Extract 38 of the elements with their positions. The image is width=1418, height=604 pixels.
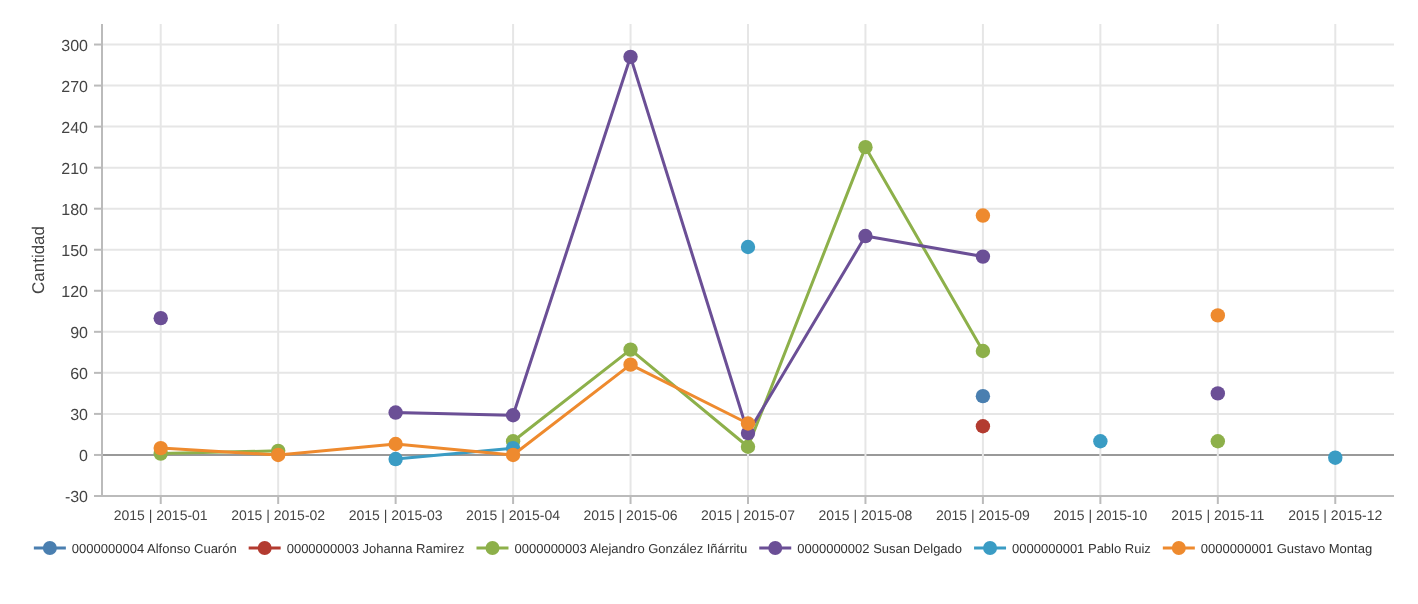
point [153,440,168,456]
y-tick-label: 0 [79,446,90,465]
point [505,447,521,463]
point [388,405,403,420]
point [975,208,991,223]
point [858,228,873,244]
y-tick-label: 240 [61,118,90,137]
point [623,49,638,65]
y-tick-label: 210 [61,159,90,178]
point [623,357,638,372]
y-tick-label: 30 [70,405,90,424]
point [740,239,756,255]
y-tick-label: 60 [70,364,90,383]
y-tick-label: 120 [61,282,90,301]
point [975,249,991,264]
point [858,139,873,155]
point [388,451,403,467]
point [623,342,638,357]
point [975,388,991,404]
point [505,408,521,423]
y-tick-label: 150 [61,241,90,260]
y-axis-title: Cantidad [28,225,48,295]
point [1210,308,1226,323]
point [153,310,168,326]
point [1093,434,1108,449]
point [1328,450,1343,465]
point [740,416,756,431]
y-tick-label: -30 [64,488,90,506]
point [740,439,756,454]
y-tick-label: 300 [61,36,90,55]
point [1210,386,1226,401]
point [975,343,991,359]
point [388,436,403,452]
y-tick-label: 270 [61,77,90,96]
y-tick-label: 180 [61,200,90,219]
point [975,419,991,434]
point [1210,434,1226,449]
y-tick-label: 90 [70,323,90,342]
